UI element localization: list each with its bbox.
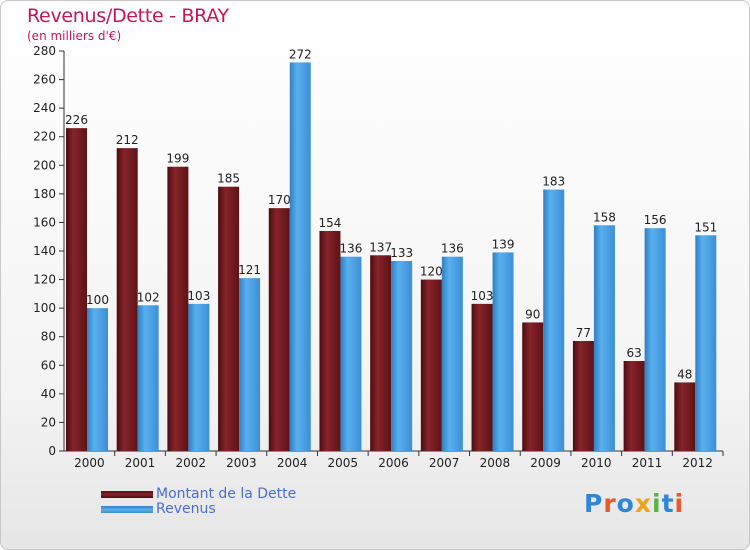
data-label: 156: [644, 213, 667, 227]
x-tick-label: 2002: [175, 456, 206, 470]
bar-dette: [218, 186, 240, 451]
data-label: 100: [86, 293, 109, 307]
y-tick-label: 100: [33, 301, 56, 315]
data-label: 226: [65, 113, 88, 127]
y-tick-label: 260: [33, 73, 56, 87]
y-tick-label: 20: [41, 415, 56, 429]
logo-letter: i: [674, 489, 685, 518]
x-tick-label: 2011: [632, 456, 663, 470]
data-label: 139: [492, 237, 515, 251]
y-tick-label: 240: [33, 101, 56, 115]
x-tick-label: 2009: [530, 456, 561, 470]
data-label: 48: [677, 367, 692, 381]
bar-dette: [370, 255, 392, 451]
bar-dette: [319, 231, 341, 451]
y-tick-label: 120: [33, 273, 56, 287]
data-label: 136: [441, 242, 464, 256]
chart-subtitle: (en milliers d'€): [27, 29, 122, 43]
data-label: 212: [116, 133, 139, 147]
bar-revenus: [695, 235, 717, 451]
logo-letter: r: [603, 489, 617, 518]
bar-dette: [268, 208, 290, 451]
logo-letter: P: [584, 489, 604, 518]
bar-dette: [116, 148, 138, 451]
legend-swatch-dette: [101, 491, 153, 498]
y-tick-label: 200: [33, 158, 56, 172]
legend-label-revenus: Revenus: [156, 501, 216, 517]
legend-label-dette: Montant de la Dette: [156, 486, 297, 502]
data-label: 77: [576, 326, 591, 340]
bar-revenus: [644, 228, 666, 451]
data-label: 90: [525, 307, 540, 321]
proxiti-logo: Proxiti: [584, 489, 684, 518]
bar-revenus: [340, 256, 362, 451]
data-label: 158: [593, 210, 616, 224]
data-label: 154: [319, 216, 342, 230]
bar-dette: [420, 279, 442, 451]
bar-revenus: [289, 62, 311, 452]
y-tick-label: 160: [33, 215, 56, 229]
x-tick-label: 2004: [277, 456, 308, 470]
data-label: 199: [166, 152, 189, 166]
y-tick-label: 60: [41, 358, 56, 372]
x-tick-label: 2003: [226, 456, 257, 470]
data-label: 103: [187, 289, 210, 303]
x-tick-label: 2001: [125, 456, 156, 470]
data-label: 63: [626, 346, 641, 360]
data-label: 136: [340, 242, 363, 256]
x-tick-label: 2000: [74, 456, 105, 470]
bar-revenus: [188, 303, 210, 451]
logo-letter: x: [634, 489, 652, 518]
bar-revenus: [593, 225, 615, 451]
bar-revenus: [391, 261, 413, 451]
bar-revenus: [239, 278, 261, 451]
bar-revenus: [441, 256, 463, 451]
y-tick-label: 180: [33, 187, 56, 201]
y-tick-label: 0: [48, 444, 56, 458]
bar-dette: [471, 303, 493, 451]
bar-dette: [674, 382, 696, 451]
y-tick-label: 80: [41, 330, 56, 344]
bar-revenus: [137, 305, 159, 451]
bar-dette: [167, 166, 189, 451]
data-label: 170: [268, 193, 291, 207]
logo-letter: i: [652, 489, 662, 518]
x-tick-label: 2006: [378, 456, 409, 470]
bar-dette: [66, 128, 87, 451]
bar-dette: [623, 361, 645, 451]
data-label: 272: [289, 47, 312, 61]
data-label: 185: [217, 172, 240, 186]
bar-revenus: [492, 252, 514, 451]
y-tick-label: 220: [33, 130, 56, 144]
data-label: 183: [542, 175, 565, 189]
y-tick-label: 140: [33, 244, 56, 258]
legend-swatch-revenus: [101, 506, 153, 513]
x-tick-label: 2008: [480, 456, 511, 470]
data-label: 120: [420, 265, 443, 279]
bar-dette: [572, 341, 594, 451]
logo-letter: t: [661, 489, 675, 518]
x-tick-label: 2012: [682, 456, 713, 470]
x-tick-label: 2005: [328, 456, 359, 470]
y-tick-label: 280: [33, 44, 56, 58]
data-label: 133: [390, 246, 413, 260]
bar-revenus: [87, 308, 108, 451]
data-label: 137: [369, 240, 392, 254]
chart-title: Revenus/Dette - BRAY: [27, 5, 229, 27]
y-tick-label: 40: [41, 387, 56, 401]
data-label: 103: [471, 289, 494, 303]
data-label: 151: [694, 220, 717, 234]
data-label: 121: [238, 263, 261, 277]
bar-dette: [522, 322, 544, 451]
data-label: 102: [137, 290, 160, 304]
x-tick-label: 2010: [581, 456, 612, 470]
bar-revenus: [543, 189, 565, 452]
logo-letter: o: [616, 489, 635, 518]
x-tick-label: 2007: [429, 456, 460, 470]
